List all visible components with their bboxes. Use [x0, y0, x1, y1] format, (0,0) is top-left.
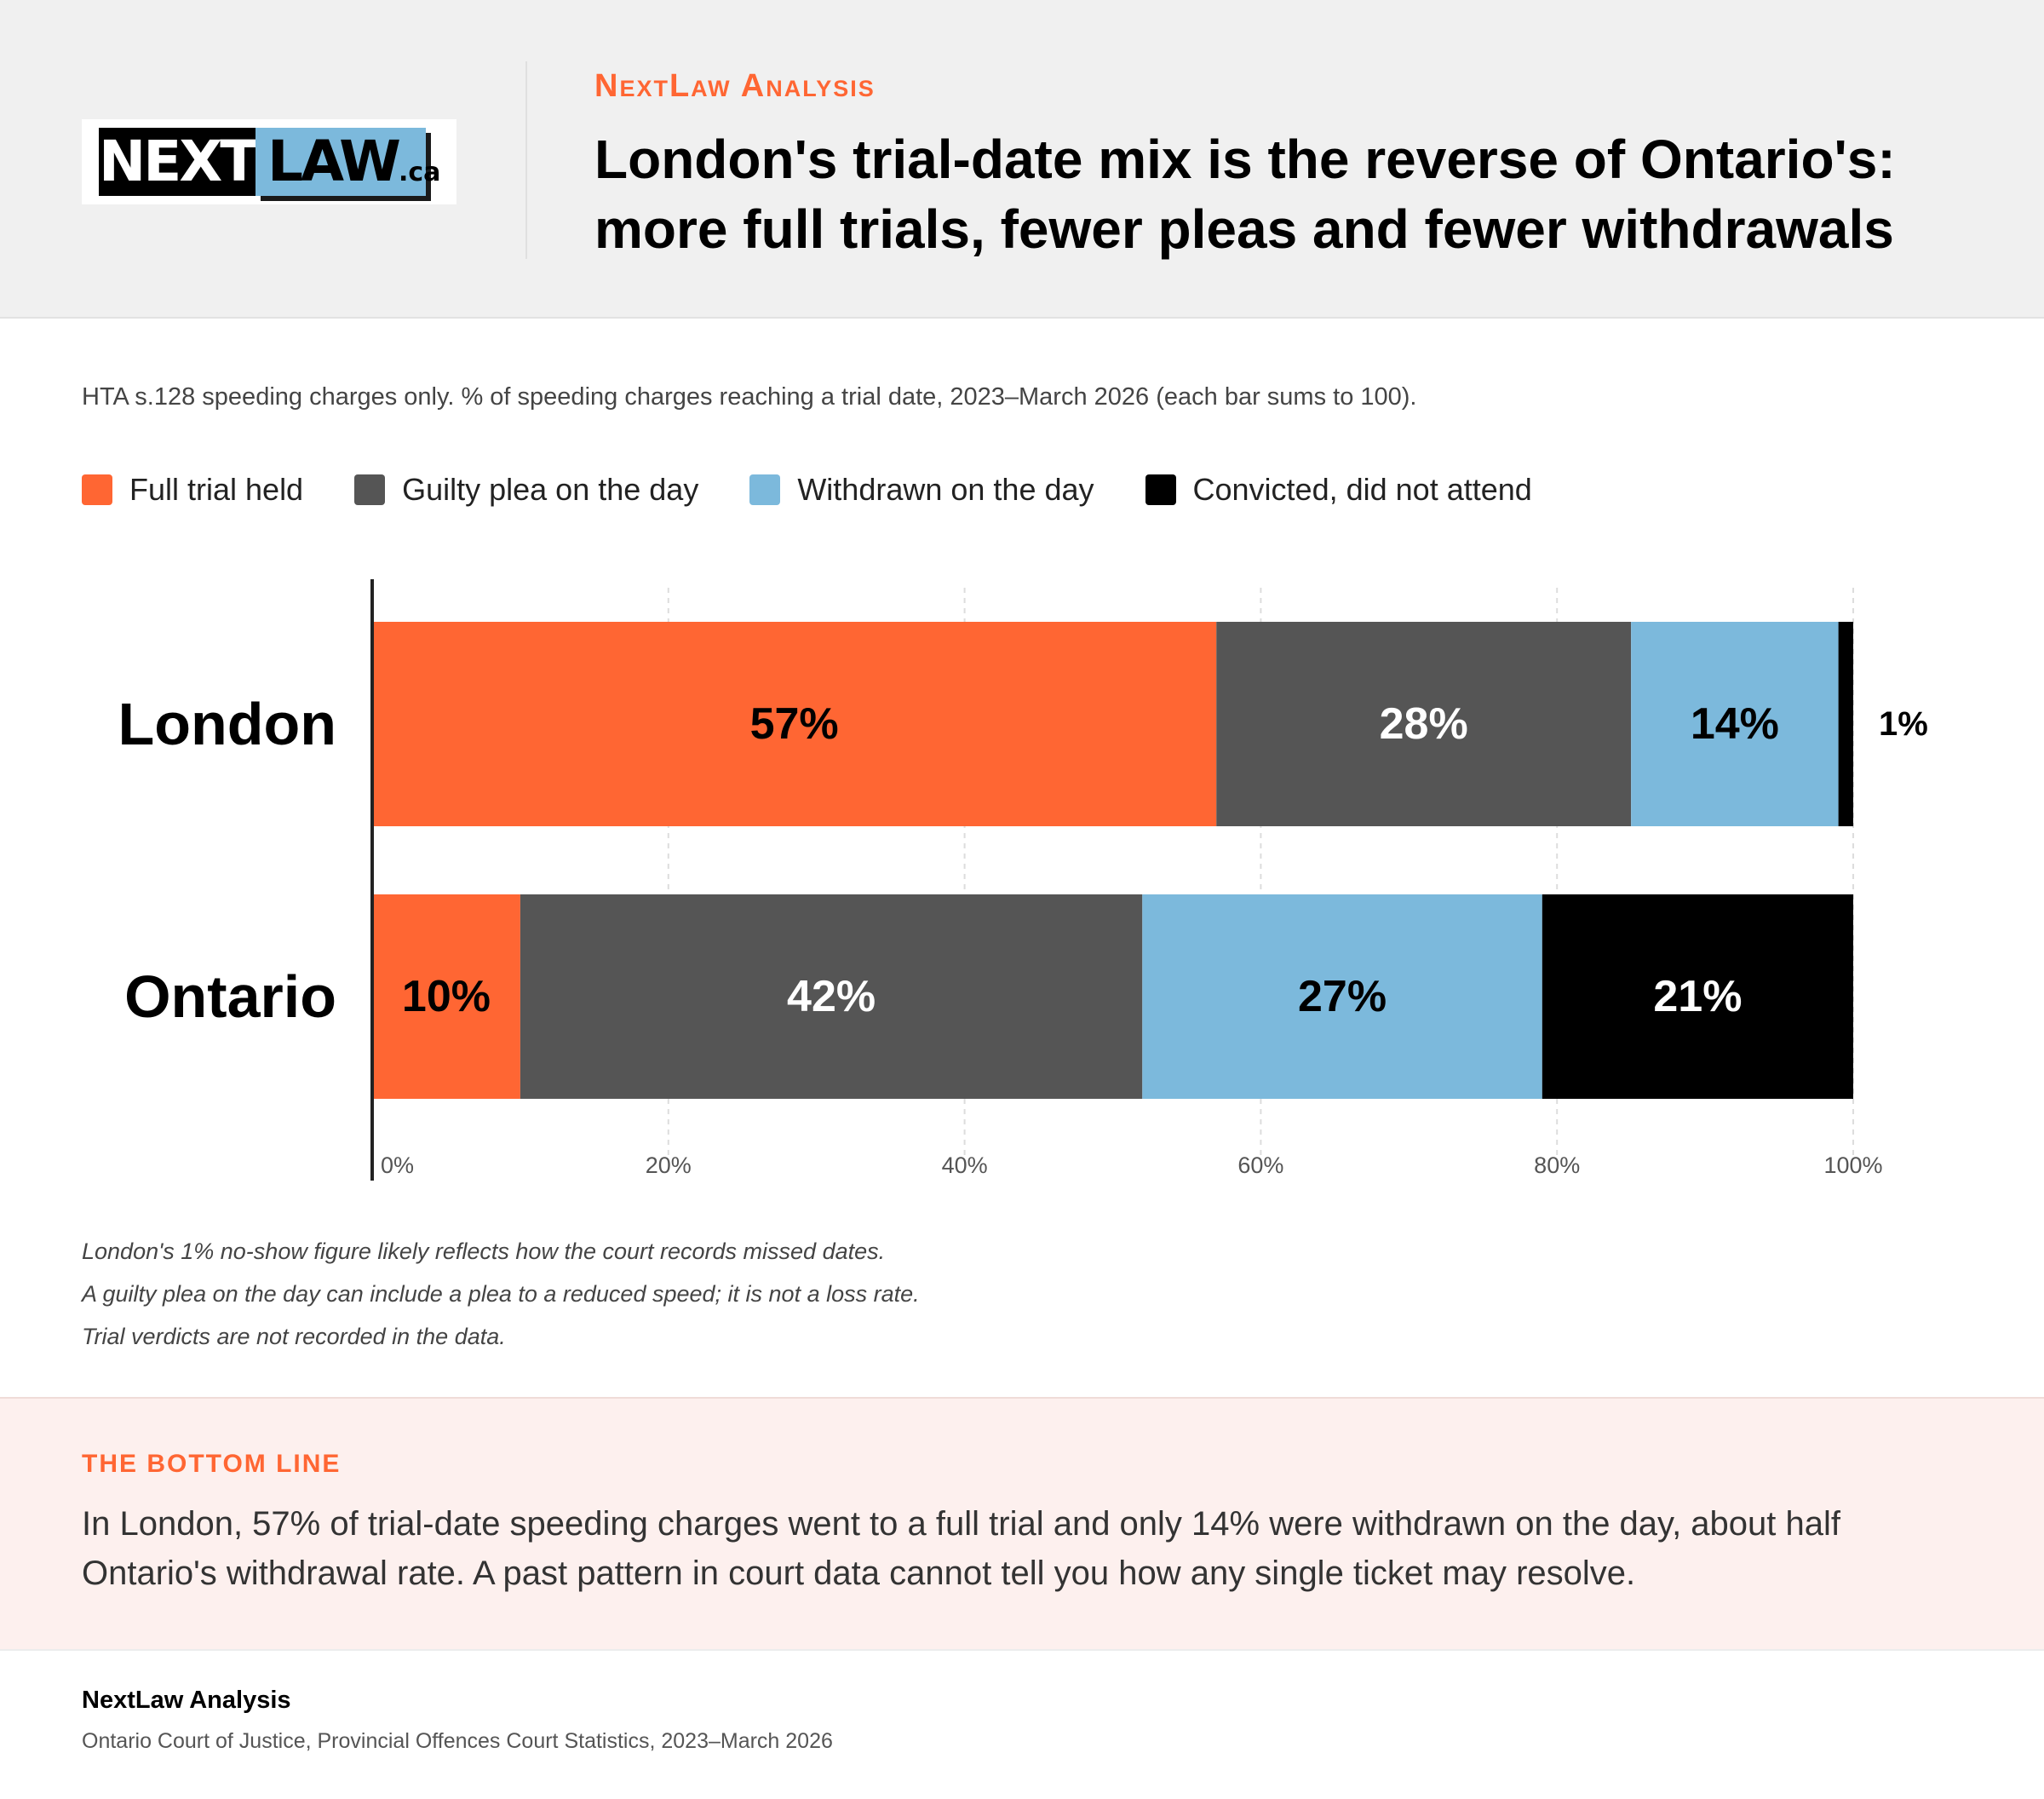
data-label: 14% — [1691, 699, 1779, 749]
bottom-line-text: In London, 57% of trial-date speeding ch… — [82, 1505, 1840, 1592]
bar-segment — [1216, 622, 1632, 826]
logo-tld-text: .ca — [398, 158, 441, 187]
nextlaw-logo[interactable]: NEXT LAW.ca — [82, 119, 456, 204]
legend-item-convicted-no-show: Convicted, did not attend — [1145, 470, 1532, 509]
legend-item-guilty-plea: Guilty plea on the day — [354, 470, 698, 509]
legend-label-full-trial: Full trial held — [129, 472, 304, 507]
bar-segment — [1142, 894, 1542, 1099]
header-banner: NEXT LAW.ca NextLaw Analysis London's tr… — [0, 0, 2044, 319]
x-tick-label: 40% — [942, 1152, 988, 1178]
bar-segment — [1631, 622, 1839, 826]
logo-law-text: LAW — [267, 129, 401, 194]
data-label: 27% — [1298, 972, 1387, 1021]
legend-swatch-guilty-plea — [354, 474, 386, 505]
legend-label-withdrawn: Withdrawn on the day — [797, 472, 1094, 507]
note-no-show: London's 1% no-show figure likely reflec… — [82, 1239, 886, 1264]
data-label: 57% — [750, 699, 839, 749]
category-label: London — [118, 691, 336, 757]
bottom-line-panel: THE BOTTOM LINE In London, 57% of trial-… — [0, 1397, 2044, 1651]
x-tick-label: 60% — [1237, 1152, 1283, 1178]
legend-swatch-withdrawn — [749, 474, 781, 505]
legend-label-guilty-plea: Guilty plea on the day — [402, 472, 699, 507]
page-title: London's trial-date mix is the reverse o… — [594, 129, 1896, 260]
header-divider — [525, 61, 527, 259]
data-label: 10% — [402, 972, 491, 1021]
header-kicker: NextLaw Analysis — [594, 68, 876, 104]
legend-item-withdrawn: Withdrawn on the day — [749, 470, 1094, 509]
data-label: 1% — [1879, 705, 1928, 743]
logo-law-block: LAW.ca — [256, 128, 440, 196]
category-label: Ontario — [124, 963, 336, 1030]
data-label: 28% — [1380, 699, 1468, 749]
x-tick-label: 100% — [1823, 1152, 1882, 1178]
chart-legend: Full trial held Guilty plea on the day W… — [82, 470, 1583, 509]
x-tick-label: 80% — [1534, 1152, 1580, 1178]
bar-segment — [1838, 622, 1853, 826]
note-verdicts: Trial verdicts are not recorded in the d… — [82, 1324, 506, 1349]
legend-swatch-convicted-no-show — [1145, 474, 1176, 505]
note-guilty-plea: A guilty plea on the day can include a p… — [82, 1281, 920, 1307]
data-label: 21% — [1653, 972, 1742, 1021]
footer-source: Ontario Court of Justice, Provincial Off… — [82, 1729, 833, 1753]
chart-subtitle: HTA s.128 speeding charges only. % of sp… — [82, 383, 1417, 411]
chart-notes: London's 1% no-show figure likely reflec… — [82, 1230, 920, 1358]
stacked-bar-chart: London 57% 28% 14% 1% Ontario 10% 42% 27% 21% 0% 20… — [118, 579, 1928, 1181]
bar-segment — [372, 894, 520, 1099]
logo-next-text: NEXT — [99, 128, 258, 196]
bar-segment — [520, 894, 1143, 1099]
footer-title: NextLaw Analysis — [82, 1687, 291, 1714]
legend-swatch-full-trial — [82, 474, 112, 505]
legend-item-full-trial: Full trial held — [82, 470, 303, 509]
bottom-line-kicker: THE BOTTOM LINE — [82, 1450, 342, 1478]
bar-segment — [1542, 894, 1853, 1099]
x-tick-label: 0% — [381, 1152, 414, 1178]
x-tick-label: 20% — [646, 1152, 692, 1178]
bar-segment — [372, 622, 1217, 826]
legend-label-convicted-no-show: Convicted, did not attend — [1192, 472, 1532, 507]
data-label: 42% — [787, 972, 876, 1021]
